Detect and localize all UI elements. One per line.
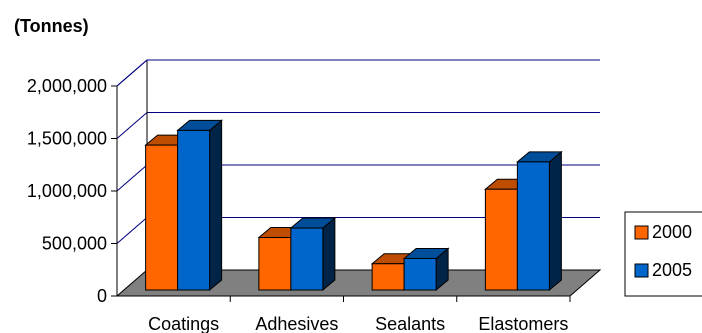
top-side-edge bbox=[116, 59, 148, 87]
y-tick-label: 1,500,000 bbox=[27, 129, 107, 149]
chart-floor bbox=[115, 269, 602, 297]
gridline-side bbox=[116, 112, 148, 139]
unit-label: (Tonnes) bbox=[14, 16, 89, 36]
bar-2000-elastomers bbox=[484, 188, 518, 291]
bar-2005-adhesives bbox=[290, 227, 324, 291]
x-tick-label: Sealants bbox=[375, 314, 445, 333]
bar-2000-coatings bbox=[145, 144, 179, 291]
legend-swatch-2005 bbox=[634, 263, 649, 278]
gridline-side bbox=[116, 217, 148, 244]
bar-2000-sealants bbox=[371, 263, 405, 291]
bar-side bbox=[548, 150, 562, 292]
x-tick-label: Coatings bbox=[148, 314, 219, 333]
x-tick-label: Elastomers bbox=[478, 314, 568, 333]
y-tick-label: 500,000 bbox=[42, 234, 107, 254]
x-tick-label: Adhesives bbox=[255, 314, 338, 333]
bar-2005-elastomers bbox=[516, 161, 550, 291]
legend-label-2005: 2005 bbox=[652, 260, 692, 280]
legend-swatch-2000 bbox=[634, 225, 649, 240]
bar-2005-coatings bbox=[177, 129, 211, 291]
y-tick-label: 1,000,000 bbox=[27, 181, 107, 201]
y-tick-label: 0 bbox=[97, 286, 107, 306]
bar-side bbox=[209, 119, 223, 292]
y-tick-label: 2,000,000 bbox=[27, 76, 107, 96]
bar-side bbox=[322, 216, 336, 292]
gridline-side bbox=[116, 164, 148, 192]
bar-2005-sealants bbox=[403, 258, 437, 291]
bar-2000-adhesives bbox=[258, 237, 292, 291]
legend-label-2000: 2000 bbox=[652, 222, 692, 242]
